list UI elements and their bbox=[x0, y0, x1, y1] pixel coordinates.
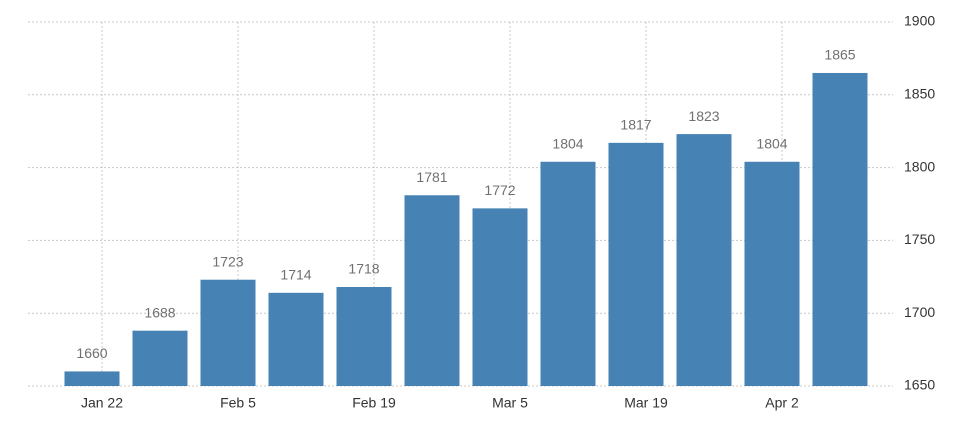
y-tick-label: 1650 bbox=[904, 377, 935, 393]
bar bbox=[132, 330, 188, 386]
value-label: 1817 bbox=[620, 117, 651, 133]
value-label: 1823 bbox=[688, 108, 719, 124]
value-label: 1772 bbox=[484, 182, 515, 198]
bar bbox=[676, 134, 732, 386]
value-label: 1714 bbox=[280, 267, 311, 283]
value-label: 1804 bbox=[552, 135, 583, 151]
bar bbox=[540, 161, 596, 386]
y-tick-label: 1750 bbox=[904, 231, 935, 247]
bar bbox=[336, 286, 392, 386]
y-tick-label: 1850 bbox=[904, 86, 935, 102]
bar bbox=[608, 142, 664, 386]
value-label: 1718 bbox=[348, 261, 379, 277]
x-tick-label: Feb 19 bbox=[352, 395, 396, 411]
bar bbox=[64, 371, 120, 386]
x-tick-label: Jan 22 bbox=[81, 395, 123, 411]
value-label: 1723 bbox=[212, 253, 243, 269]
bar bbox=[200, 279, 256, 386]
bar bbox=[268, 292, 324, 386]
value-label: 1660 bbox=[76, 345, 107, 361]
bar bbox=[812, 72, 868, 387]
x-tick-label: Feb 5 bbox=[220, 395, 256, 411]
value-label: 1804 bbox=[756, 135, 787, 151]
value-label: 1865 bbox=[824, 47, 855, 63]
x-tick-label: Apr 2 bbox=[765, 395, 799, 411]
y-tick-label: 1900 bbox=[904, 13, 935, 29]
bar bbox=[744, 161, 800, 386]
value-label: 1688 bbox=[144, 304, 175, 320]
y-tick-label: 1800 bbox=[904, 158, 935, 174]
bar bbox=[404, 195, 460, 386]
y-tick-label: 1700 bbox=[904, 304, 935, 320]
x-tick-label: Mar 5 bbox=[492, 395, 528, 411]
value-label: 1781 bbox=[416, 169, 447, 185]
x-tick-label: Mar 19 bbox=[624, 395, 668, 411]
bar bbox=[472, 208, 528, 386]
